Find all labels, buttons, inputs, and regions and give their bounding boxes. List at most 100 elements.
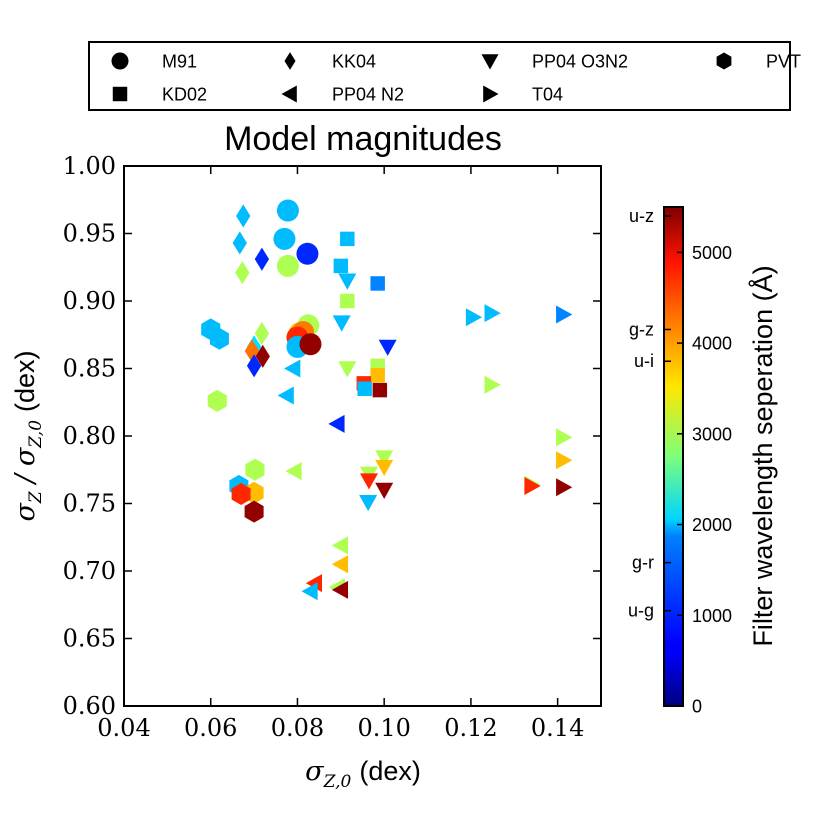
y-tick-label: 0.90: [63, 287, 116, 315]
chart-title: Model magnitudes: [224, 120, 502, 158]
data-point: [556, 305, 573, 324]
data-point: [236, 204, 251, 228]
data-point: [255, 344, 270, 368]
data-point: [332, 315, 351, 332]
data-point: [331, 555, 349, 574]
filter-label: u-z: [629, 206, 654, 226]
axes-frame: [123, 165, 602, 707]
filter-label: u-g: [628, 601, 654, 621]
y-tick-label: 0.75: [63, 490, 116, 518]
data-point: [284, 359, 301, 378]
y-tick-label: 0.70: [63, 557, 116, 585]
filter-label: g-r: [632, 553, 654, 573]
data-point: [299, 333, 322, 356]
data-point: [338, 273, 357, 290]
data-point: [276, 254, 299, 277]
x-axis-label: σZ,0 (dex): [305, 756, 421, 792]
y-tick-label: 1.00: [63, 152, 116, 180]
legend-marker-triangle-down: [481, 54, 499, 70]
x-axis-label-sub: Z,0: [323, 772, 352, 792]
legend-entry: PP04 O3N2: [481, 52, 628, 72]
data-point: [375, 459, 394, 477]
data-point: [338, 361, 357, 378]
legend-label: KK04: [332, 52, 376, 72]
plot-area: 0.04 0.06 0.08 0.10 0.12 0.14 0.60 0.65 0.70 0.7…: [63, 152, 602, 742]
colorbar-tick-label: 5000: [692, 243, 732, 263]
x-tick-label: 0.14: [531, 714, 584, 742]
y-tick-label: 0.80: [63, 422, 116, 450]
data-point: [246, 354, 262, 378]
data-point: [370, 276, 385, 291]
data-point: [484, 375, 501, 394]
y-axis-label-sep: /: [10, 471, 41, 486]
data-point: [375, 482, 394, 499]
data-point: [232, 231, 247, 255]
legend-marker-hexagon: [716, 52, 732, 70]
colorbar-tick-label: 2000: [692, 515, 732, 535]
legend-marker-square: [112, 86, 128, 102]
legend-marker-triangle-left: [281, 85, 297, 103]
legend-label: KD02: [162, 85, 207, 105]
legend-label: M91: [162, 52, 197, 72]
x-tick-label: 0.04: [97, 714, 150, 742]
y-axis-label-num-sub: Z: [26, 490, 46, 504]
data-point: [254, 247, 270, 271]
data-point: [465, 308, 483, 327]
x-tick-label: 0.08: [271, 714, 324, 742]
x-axis-label-symbol: σ: [305, 756, 325, 787]
y-axis-label-den-sub: Z,0: [26, 420, 46, 449]
colorbar-gradient: [663, 206, 684, 707]
data-point: [360, 473, 379, 490]
colorbar-tick-label: 0: [692, 697, 702, 717]
y-axis-label-num-symbol: σ: [10, 502, 41, 522]
data-point: [231, 483, 251, 505]
legend-label: PVT: [766, 52, 801, 72]
data-point: [357, 381, 372, 396]
x-axis-label-unit: (dex): [359, 756, 421, 786]
data-point: [340, 293, 355, 309]
data-point: [484, 304, 501, 323]
colorbar-tick-label: 1000: [692, 606, 732, 626]
data-point: [556, 451, 573, 470]
colorbar-tick-label: 3000: [692, 424, 732, 444]
data-point: [375, 450, 394, 467]
data-point: [277, 386, 294, 405]
colorbar-label: Filter wavelength seperation (Å): [747, 265, 778, 646]
data-point: [305, 574, 322, 593]
y-tick-label: 0.95: [63, 220, 116, 248]
x-tick-label: 0.06: [184, 714, 237, 742]
y-tick-label: 0.85: [63, 355, 116, 383]
data-point: [273, 227, 296, 250]
data-point: [333, 258, 349, 274]
data-point: [331, 536, 349, 555]
data-point: [331, 580, 349, 599]
data-point: [359, 494, 378, 512]
data-point: [244, 500, 264, 523]
legend-marker-triangle-right: [483, 85, 499, 103]
y-tick-label: 0.60: [63, 692, 116, 720]
data-point: [276, 199, 299, 222]
x-tick-label: 0.12: [444, 714, 497, 742]
legend-label: PP04 O3N2: [532, 52, 628, 72]
data-point: [556, 428, 573, 447]
legend: M91 KK04 PP04 O3N2 PVT KD02 PP04 N2 T04: [88, 41, 801, 111]
x-tick-label: 0.10: [357, 714, 410, 742]
colorbar-tick-label: 4000: [692, 334, 732, 354]
data-point: [254, 321, 270, 345]
y-tick-label: 0.65: [63, 625, 116, 653]
legend-label: PP04 N2: [332, 85, 404, 105]
y-axis-label-den-symbol: σ: [10, 446, 41, 466]
data-point: [207, 389, 227, 412]
filter-label: g-z: [629, 319, 654, 339]
legend-marker-diamond: [284, 52, 296, 70]
colorbar: 0 1000 2000 3000 4000 5000 u-z g-z u-i g-r u-g Fi…: [628, 206, 778, 717]
data-point: [235, 261, 250, 285]
y-axis-label: σZ/σZ,0(dex): [10, 350, 46, 521]
data-point: [209, 327, 229, 350]
data-point: [372, 382, 388, 398]
legend-entry: T04: [483, 85, 563, 105]
data-point: [556, 478, 573, 497]
data-point: [301, 582, 318, 601]
legend-marker-circle: [111, 52, 129, 70]
